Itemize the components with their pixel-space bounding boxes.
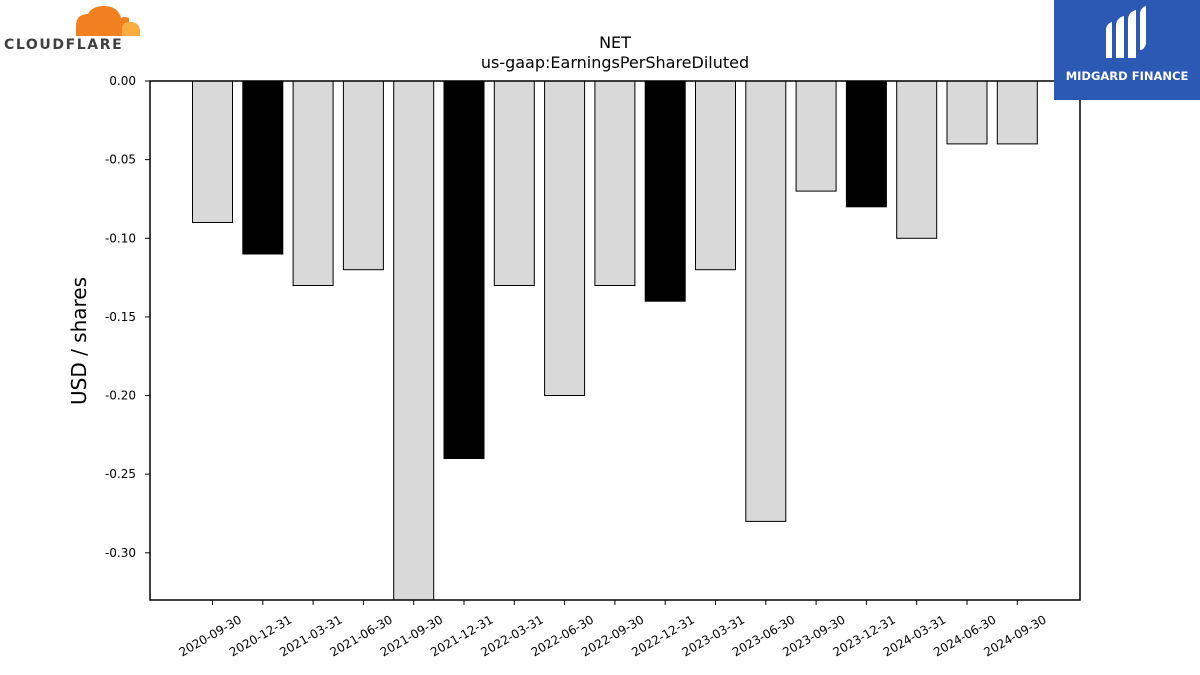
bar-2023-03-31 [695, 80, 736, 271]
bars-group [192, 80, 1038, 601]
x-ticks-group: 2020-09-302020-12-312021-03-312021-06-30… [177, 600, 1049, 659]
bar-2021-12-31 [443, 80, 485, 459]
cloud-icon [76, 6, 140, 36]
bar-2022-03-31 [493, 80, 535, 286]
y-tick-label: -0.30 [105, 546, 136, 560]
bar-2022-09-30 [594, 80, 636, 286]
y-tick-label: -0.20 [105, 389, 136, 403]
y-tick-label: -0.10 [105, 231, 136, 245]
midgard-finance-wordmark: MIDGARD FINANCE [1065, 69, 1189, 83]
midgard-finance-logo: MIDGARD FINANCE [1054, 0, 1200, 100]
bar-2022-06-30 [544, 80, 586, 396]
cloudflare-logo: CLOUDFLARE [4, 4, 144, 54]
bar-2021-09-30 [393, 80, 435, 601]
bar-2020-09-30 [192, 80, 233, 223]
bar-2023-06-30 [745, 80, 787, 522]
y-ticks-group: 0.00 -0.05 -0.10 -0.15 -0.20 -0.25 -0.30 [105, 74, 150, 560]
bar-2023-12-31 [845, 80, 887, 208]
y-tick-label: -0.25 [105, 467, 136, 481]
bar-2021-03-31 [292, 80, 334, 286]
chart-title: NET [599, 33, 631, 52]
bar-2021-06-30 [342, 80, 384, 271]
y-tick-label: 0.00 [109, 74, 136, 88]
bar-2022-12-31 [644, 80, 686, 302]
plot-frame [149, 80, 1081, 601]
y-tick-label: -0.15 [105, 310, 136, 324]
bar-2023-09-30 [795, 80, 837, 192]
bar-2024-09-30 [996, 80, 1038, 145]
bar-2024-03-31 [896, 80, 938, 239]
bar-2024-06-30 [946, 80, 988, 145]
y-tick-label: -0.05 [105, 153, 136, 167]
bar-2020-12-31 [242, 80, 284, 255]
cloudflare-wordmark: CLOUDFLARE [4, 37, 124, 53]
chart-subtitle: us-gaap:EarningsPerShareDiluted [481, 53, 749, 72]
midgard-mark-icon [1106, 6, 1146, 58]
y-axis-label: USD / shares [67, 277, 91, 405]
